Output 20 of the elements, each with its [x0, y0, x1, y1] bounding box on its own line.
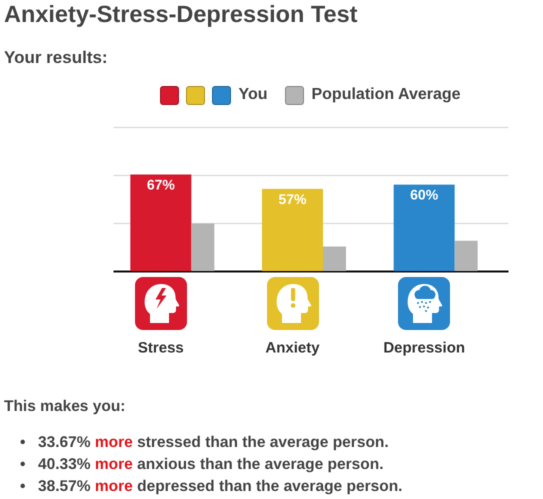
legend-label: You — [238, 86, 268, 103]
bar — [191, 223, 214, 271]
data-label: 57% — [278, 190, 308, 207]
bar — [394, 184, 455, 271]
text: • 33.67% more stressed than the average person. — [20, 433, 389, 453]
text: • 40.33% more anxious than the average person. — [20, 455, 384, 475]
legend-label: Population Average — [311, 86, 461, 103]
bar — [323, 246, 346, 271]
text: This makes you: — [4, 397, 126, 417]
chart-title: Anxiety-Stress-Depression Test — [4, 0, 358, 28]
data-label: 60% — [410, 186, 439, 203]
x-tick-label: Stress — [138, 340, 184, 356]
bar — [262, 188, 323, 271]
data-label: 67% — [146, 176, 176, 193]
x-tick-label: Depression — [383, 340, 466, 356]
bar — [454, 240, 478, 271]
x-tick-label: Anxiety — [265, 340, 320, 356]
bar — [130, 174, 192, 271]
text: • 38.57% more depressed than the average person. — [20, 477, 402, 497]
chart-subtitle: Your results: — [4, 47, 108, 69]
